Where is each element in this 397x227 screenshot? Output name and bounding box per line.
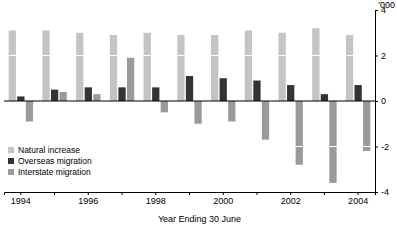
bar (177, 35, 184, 101)
x-tick: 2002 (281, 192, 301, 206)
bars (9, 28, 371, 183)
plot: -4-2024199419961998200020022004Natural i… (4, 5, 389, 206)
bar (152, 87, 159, 101)
bar (9, 30, 16, 101)
x-tick: 1998 (146, 192, 166, 206)
bar (42, 30, 49, 101)
bar (194, 101, 201, 124)
legend-swatch (8, 147, 14, 153)
legend-swatch (8, 158, 14, 164)
x-tick: 1996 (78, 192, 98, 206)
x-tick-mark (324, 192, 325, 195)
x-tick-label: 1994 (11, 196, 31, 206)
y-tick-mark (375, 56, 378, 57)
y-tick: -2 (375, 142, 389, 152)
y-tick-mark (375, 147, 378, 148)
x-tick-label: 2000 (213, 196, 233, 206)
bar (161, 101, 168, 112)
x-tick (324, 192, 325, 195)
x-tick-label: 2002 (281, 196, 301, 206)
bar (93, 94, 100, 101)
grid (4, 10, 375, 192)
y-tick: 2 (375, 51, 386, 61)
x-tick (189, 192, 190, 195)
y-tick-label: -2 (381, 142, 389, 152)
bar (312, 28, 319, 101)
bar (363, 101, 370, 151)
x-tick-mark (122, 192, 123, 195)
x-tick (54, 192, 55, 195)
grid-line (4, 10, 375, 11)
bar (220, 78, 227, 101)
y-tick: 0 (375, 96, 386, 106)
legend-swatch (8, 169, 14, 175)
bar (278, 33, 285, 101)
bar (76, 33, 83, 101)
x-tick (122, 192, 123, 195)
x-tick-mark (155, 192, 156, 195)
x-tick-mark (358, 192, 359, 195)
x-tick: 2000 (213, 192, 233, 206)
y-axis: -4-2024 (375, 5, 389, 197)
bar (245, 30, 252, 101)
bar (321, 94, 328, 101)
bar (346, 35, 353, 101)
legend: Natural increaseOverseas migrationInters… (8, 145, 92, 177)
x-axis: 1994 1996 1998 2000 2002 2004 (5, 192, 376, 206)
x-tick (256, 192, 257, 195)
y-tick-mark (375, 10, 378, 11)
y-tick-label: 0 (381, 96, 386, 106)
y-tick-mark (375, 101, 378, 102)
zero-line (4, 101, 375, 102)
bar (144, 33, 151, 101)
x-tick-label: 1996 (78, 196, 98, 206)
bar (17, 96, 24, 101)
legend-label: Natural increase (18, 145, 80, 155)
bar (60, 92, 67, 101)
bar (253, 81, 260, 101)
bar (211, 35, 218, 101)
x-tick-mark (88, 192, 89, 195)
y-axis-line (376, 11, 379, 193)
y-axis-title: '000 (378, 0, 395, 10)
x-tick-mark (290, 192, 291, 195)
y-tick-label: -4 (381, 187, 389, 197)
x-tick-mark (189, 192, 190, 195)
grid-line (4, 55, 375, 56)
x-tick: 2004 (348, 192, 368, 206)
bar (287, 85, 294, 101)
bar (127, 58, 134, 101)
x-tick-mark (20, 192, 21, 195)
bar (186, 76, 193, 101)
x-tick-label: 2004 (348, 196, 368, 206)
bar (110, 35, 117, 101)
x-tick-mark (223, 192, 224, 195)
x-tick: 1994 (11, 192, 31, 206)
bar (118, 87, 125, 101)
bar (26, 101, 33, 121)
x-axis-title: Year Ending 30 June (158, 214, 241, 224)
x-axis-line (5, 193, 376, 196)
y-tick-label: 2 (381, 51, 386, 61)
legend-label: Interstate migration (18, 167, 91, 177)
bar (296, 101, 303, 165)
bar (329, 101, 336, 183)
bar (85, 87, 92, 101)
bar (262, 101, 269, 140)
x-tick-label: 1998 (146, 196, 166, 206)
x-tick-mark (256, 192, 257, 195)
bar (228, 101, 235, 121)
x-tick-mark (54, 192, 55, 195)
bar (354, 85, 361, 101)
y-tick: -4 (375, 187, 389, 197)
legend-label: Overseas migration (18, 156, 92, 166)
bar (51, 90, 58, 101)
